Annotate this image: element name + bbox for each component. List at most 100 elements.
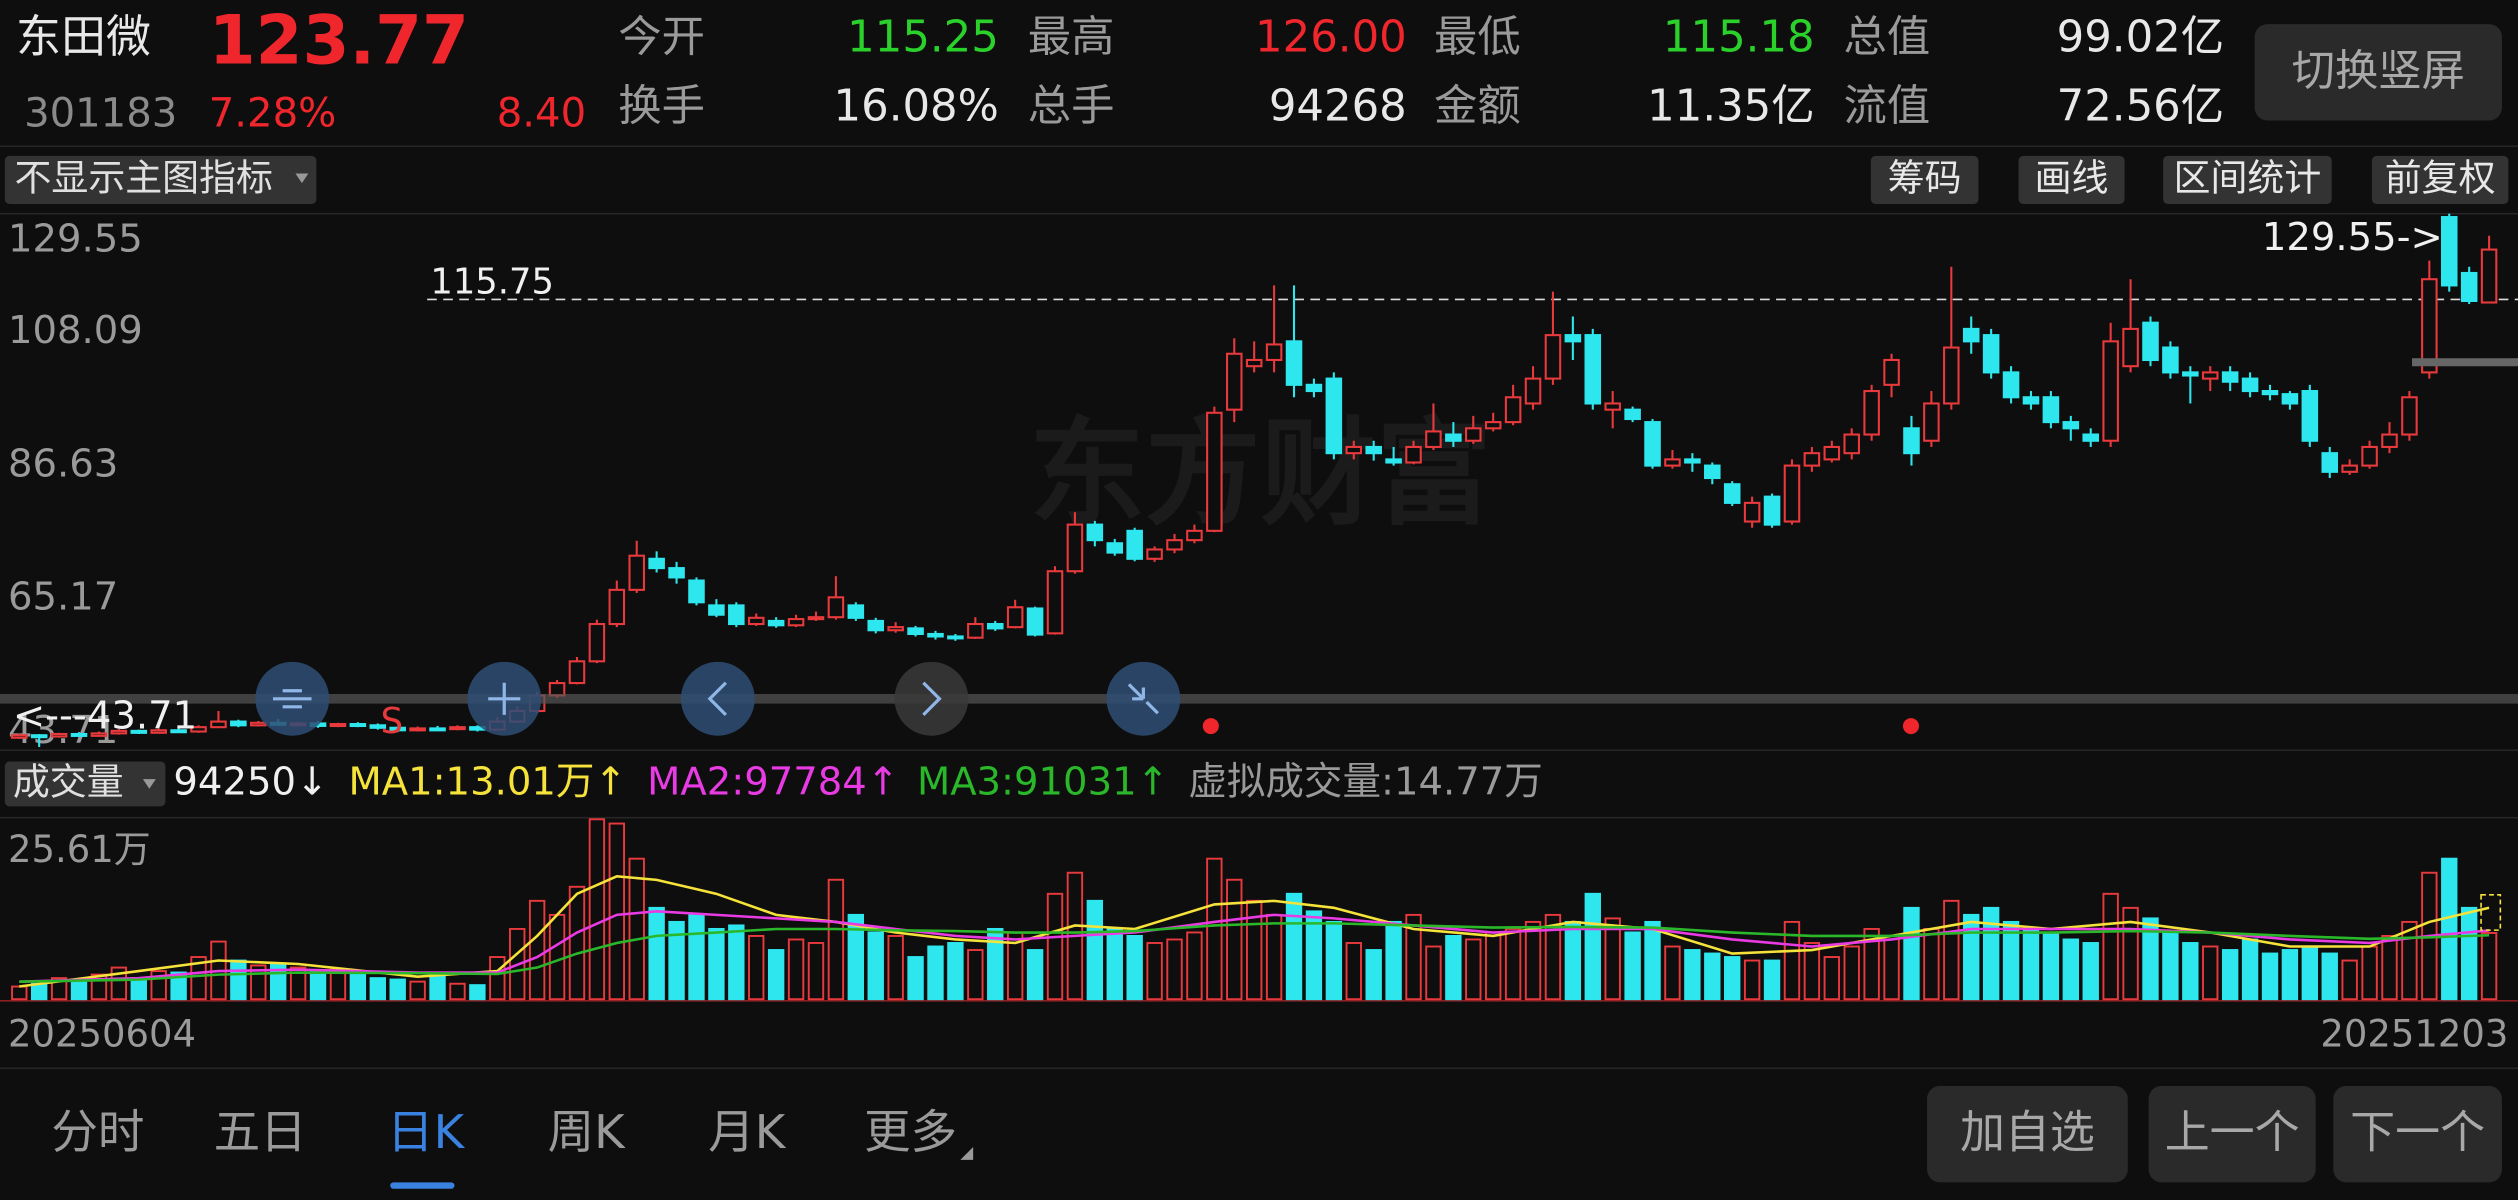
volume-bar xyxy=(2460,906,2478,1001)
candle-body xyxy=(568,660,586,685)
candle-body xyxy=(1405,445,1422,464)
action-label[interactable]: 上一个 xyxy=(2165,1106,2300,1159)
candle-body xyxy=(2361,445,2378,467)
candle-body xyxy=(1146,548,1163,560)
tool-button[interactable] xyxy=(2018,155,2125,205)
candle-body xyxy=(1325,377,1343,455)
candle-body xyxy=(1245,358,1263,368)
tab[interactable]: 五日 xyxy=(214,1105,307,1159)
tool-button[interactable] xyxy=(2371,155,2509,205)
volume-bar xyxy=(568,885,586,1001)
action-label[interactable]: 加自选 xyxy=(1960,1106,2095,1159)
volume-bar xyxy=(2261,952,2279,1001)
tab[interactable]: 分时 xyxy=(51,1105,144,1159)
volume-bar xyxy=(748,935,765,1001)
volume-bar xyxy=(1584,892,1601,1001)
volume-bar xyxy=(1226,878,1243,1001)
volume-bar xyxy=(2341,959,2358,1001)
candle-body xyxy=(1763,495,1781,526)
switch-label[interactable]: 切换竖屏 xyxy=(2292,46,2465,96)
candle-body xyxy=(2281,393,2299,405)
current-marker xyxy=(2480,893,2502,931)
volume-bar xyxy=(1664,945,1681,1001)
action-button[interactable] xyxy=(2148,1085,2316,1183)
candle-body xyxy=(1385,458,1402,464)
toolbar: 不显示主图指标 筹码 画线 区间统计 前复权 xyxy=(4,155,2509,205)
candle-body xyxy=(1086,523,1104,542)
candle-body xyxy=(1564,334,1582,343)
volume-bar xyxy=(2221,949,2239,1001)
volume-title[interactable]: 成交量 xyxy=(13,760,124,803)
candle-body xyxy=(2321,452,2339,473)
candle-body xyxy=(70,732,88,737)
tab[interactable]: 月K xyxy=(708,1105,787,1159)
scroll-control[interactable] xyxy=(680,661,755,736)
stat-label: 总手 xyxy=(1028,82,1115,132)
volume-bar xyxy=(2401,920,2418,1001)
volume-bar xyxy=(1086,899,1104,1001)
candle-body xyxy=(1823,445,1841,461)
y-tick-label: 25.61万 xyxy=(8,828,151,871)
candle-body xyxy=(1644,421,1661,467)
tool-label[interactable]: 筹码 xyxy=(1888,156,1962,199)
stat-label: 换手 xyxy=(618,82,705,132)
tab[interactable]: 周K xyxy=(548,1105,627,1159)
scroll-control[interactable] xyxy=(894,661,969,736)
candle-body xyxy=(747,616,765,626)
candle-body xyxy=(1743,501,1761,523)
candle-body xyxy=(2301,389,2319,442)
volume-bar xyxy=(349,973,367,1001)
candle-body xyxy=(1305,383,1323,393)
tab[interactable]: 更多 xyxy=(864,1105,957,1159)
volume-dropdown[interactable] xyxy=(4,761,166,807)
dropdown-arrow xyxy=(142,779,156,789)
action-label[interactable]: 下一个 xyxy=(2350,1106,2485,1159)
volume-bar xyxy=(1724,956,1741,1001)
tool-label[interactable]: 前复权 xyxy=(2385,156,2496,199)
candle-body xyxy=(2381,433,2398,449)
stat-value: 115.25 xyxy=(847,13,999,63)
candle-body xyxy=(2022,396,2040,405)
action-button[interactable] xyxy=(2333,1085,2502,1183)
volume-bar xyxy=(1704,952,1721,1001)
candle-body xyxy=(1166,539,1183,551)
candle-body xyxy=(1723,483,1741,504)
volume-bar xyxy=(1684,949,1701,1001)
volume-bar xyxy=(250,964,267,1001)
volume-bar xyxy=(1982,906,2000,1001)
action-button[interactable] xyxy=(1927,1085,2128,1183)
change: 8.40 xyxy=(497,91,586,137)
tool-label[interactable]: 区间统计 xyxy=(2174,156,2322,199)
tool-button[interactable] xyxy=(1870,155,1979,205)
volume-bar xyxy=(449,982,466,1001)
watermark: 东方财富 xyxy=(1029,408,1491,542)
scroll-icon xyxy=(272,689,312,709)
stat-value: 115.18 xyxy=(1663,13,1815,63)
candle-body xyxy=(1704,464,1721,480)
stat-value: 99.02亿 xyxy=(2057,13,2224,63)
candle-body xyxy=(1664,458,1681,467)
y-tick-label: 65.17 xyxy=(8,575,118,620)
candle-body xyxy=(1863,389,1880,436)
indicator-dropdown[interactable] xyxy=(4,155,317,205)
volume-bar xyxy=(807,942,825,1001)
tool-label[interactable]: 画线 xyxy=(2035,156,2109,199)
candle-body xyxy=(1465,427,1482,442)
tab[interactable]: 日K xyxy=(387,1105,466,1159)
volume-bar xyxy=(588,818,606,1001)
scroll-track xyxy=(0,693,2518,704)
volume-bar xyxy=(389,978,406,1001)
tool-button[interactable] xyxy=(2163,155,2332,205)
switch-button[interactable] xyxy=(2254,24,2502,121)
volume-bar xyxy=(1544,913,1562,1001)
candle-body xyxy=(2241,377,2259,393)
candle-body xyxy=(1982,334,2000,374)
candle-body xyxy=(807,616,825,621)
volume-bar xyxy=(1166,938,1183,1001)
volume-bar xyxy=(1524,920,1542,1001)
indicator-label[interactable]: 不显示主图指标 xyxy=(14,156,273,199)
candle-body xyxy=(389,726,406,732)
volume-bar xyxy=(1783,920,1801,1001)
volume-bar xyxy=(2480,932,2498,1001)
